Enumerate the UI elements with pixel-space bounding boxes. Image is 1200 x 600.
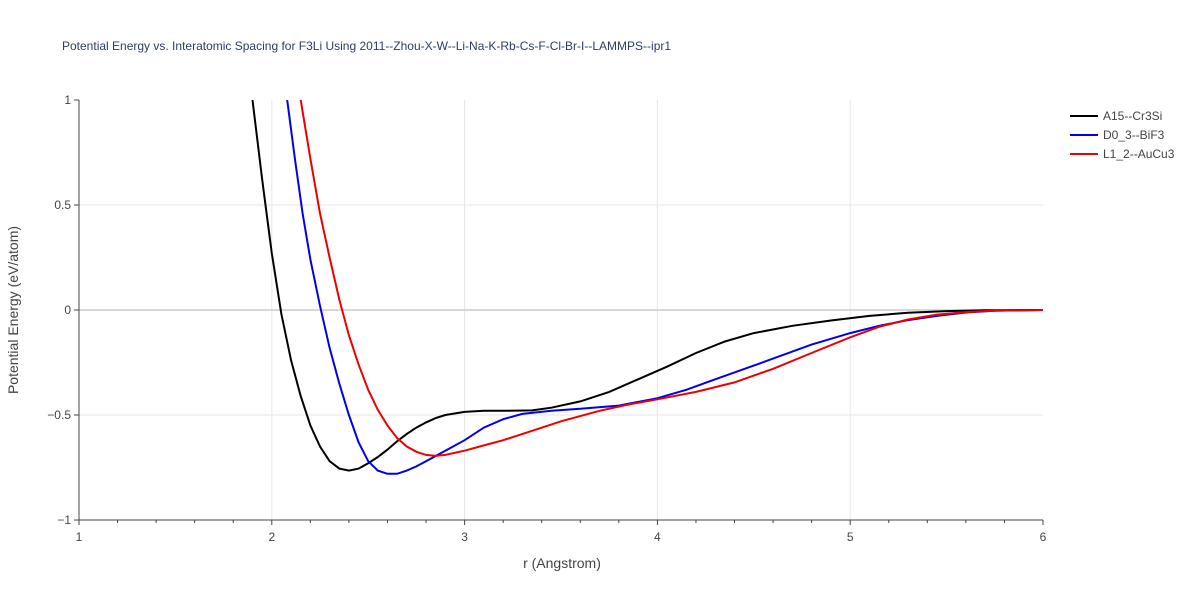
series-line-3 — [299, 100, 1043, 457]
series-line-1 — [251, 100, 1043, 472]
legend-item-label: L1_2--AuCu3 — [1103, 147, 1175, 161]
x-tick-label: 6 — [1040, 530, 1047, 544]
x-tick-label: 5 — [847, 530, 854, 544]
y-tick-label: 1 — [64, 93, 71, 107]
y-axis-title: Potential Energy (eV/atom) — [5, 226, 21, 394]
legend-item-label: A15--Cr3Si — [1103, 109, 1162, 123]
x-tick-label: 4 — [654, 530, 661, 544]
y-tick-label: 0.5 — [54, 198, 71, 212]
legend-item-label: D0_3--BiF3 — [1103, 128, 1165, 142]
x-tick-label: 2 — [268, 530, 275, 544]
chart-title: Potential Energy vs. Interatomic Spacing… — [62, 39, 671, 53]
y-tick-label: 0 — [64, 303, 71, 317]
y-tick-label: −1 — [57, 513, 71, 527]
legend: A15--Cr3Si D0_3--BiF3 L1_2--AuCu3 — [1070, 109, 1175, 161]
x-tick-label: 3 — [461, 530, 468, 544]
axes: 1 2 3 4 5 6 1 0.5 0 −0.5 −1 — [47, 93, 1046, 544]
plot-area — [251, 100, 1043, 475]
x-axis-title: r (Angstrom) — [523, 555, 601, 571]
series-line-2 — [286, 100, 1043, 475]
grid — [79, 100, 1043, 520]
y-tick-label: −0.5 — [47, 408, 71, 422]
x-tick-label: 1 — [76, 530, 83, 544]
